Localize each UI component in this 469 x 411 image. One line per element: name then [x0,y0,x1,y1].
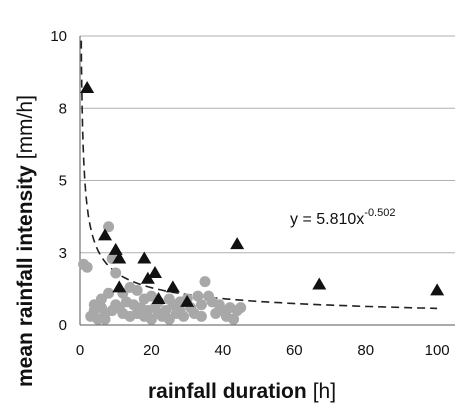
triangle-point [148,265,162,278]
y-axis-unit: [mm/h] [14,95,37,159]
triangle-point [108,242,123,255]
triangle-point [112,280,127,293]
triangle-point [312,277,327,290]
fit-equation: y = 5.810x-0.502 [290,207,395,228]
circle-point [110,267,122,279]
x-tick-label: 80 [357,342,374,359]
circle-point [228,313,240,325]
triangle-point [112,251,127,264]
x-tick-label: 40 [215,342,232,359]
circle-series [78,221,247,325]
y-tick-labels: 0 3 5 8 10 [50,28,67,334]
y-tick-label: 10 [50,28,67,45]
x-axis-title: rainfall duration [h] [148,380,336,403]
x-axis-title-text: rainfall duration [148,380,307,403]
circle-point [131,284,143,296]
y-axis-title-text: mean rainfall intensity [14,165,37,387]
y-tick-label: 8 [59,100,67,117]
fit-curve [80,40,438,310]
x-tick-label: 60 [286,342,303,359]
triangle-point [180,294,195,307]
y-tick-label: 5 [59,173,67,190]
grid-lines [80,35,455,254]
y-tick-label: 0 [59,317,67,334]
triangle-point [80,81,95,94]
x-tick-label: 20 [143,342,160,359]
circle-point [103,287,115,299]
circle-point [199,276,211,288]
x-tick-labels: 0 20 40 60 80 100 [76,342,450,359]
triangle-point [430,283,445,296]
circle-point [192,290,204,302]
circle-point [235,302,247,314]
triangle-point [137,251,152,264]
circle-point [81,261,93,273]
x-tick-label: 100 [425,342,450,359]
triangle-point [98,228,112,241]
y-axis-title: mean rainfall intensity [mm/h] [14,95,37,387]
triangle-point [151,291,166,304]
x-axis-unit: [h] [313,380,336,403]
circle-point [178,310,190,322]
triangle-series [80,81,445,307]
triangle-point [230,237,245,250]
y-tick-label: 3 [59,245,67,262]
triangle-point [165,280,180,293]
fit-equation-base: y = 5.810x [290,211,364,228]
triangle-point [140,271,155,284]
circle-point [195,310,207,322]
circle-point [195,299,207,311]
circle-point [99,313,111,325]
fit-equation-exponent: -0.502 [364,207,395,219]
x-tick-label: 0 [76,342,84,359]
circle-point [103,221,115,233]
